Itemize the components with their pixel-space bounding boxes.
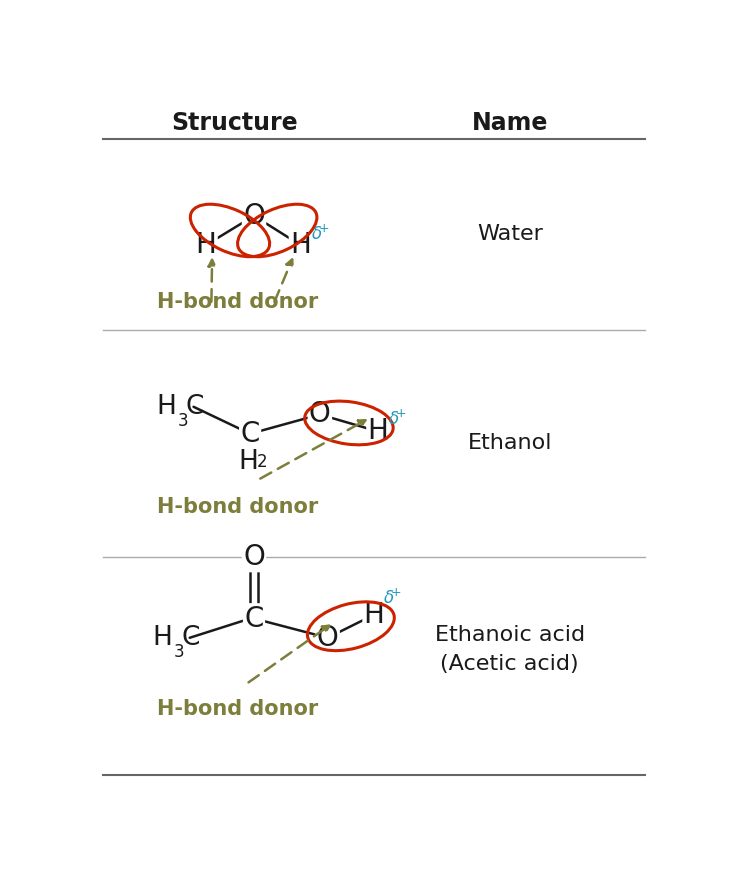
Text: O: O: [243, 202, 265, 230]
Text: Structure: Structure: [172, 111, 298, 136]
Text: H: H: [157, 394, 177, 419]
Text: H-bond donor: H-bond donor: [157, 497, 318, 517]
Text: Ethanol: Ethanol: [467, 433, 552, 453]
Text: C: C: [181, 625, 199, 651]
Text: Name: Name: [472, 111, 548, 136]
Text: O: O: [309, 401, 331, 428]
Text: 2: 2: [257, 453, 268, 471]
Text: H: H: [364, 601, 385, 629]
Text: O: O: [317, 624, 339, 652]
Text: H: H: [196, 231, 216, 259]
Text: δ: δ: [383, 589, 393, 607]
Text: +: +: [396, 407, 407, 420]
Text: δ: δ: [389, 411, 399, 428]
Text: O: O: [243, 543, 265, 571]
Text: δ: δ: [312, 226, 321, 243]
Text: H-bond donor: H-bond donor: [157, 699, 318, 719]
Text: H: H: [368, 418, 388, 446]
Text: +: +: [391, 586, 401, 599]
Text: C: C: [245, 604, 264, 633]
Text: H: H: [153, 625, 172, 651]
Text: H: H: [239, 449, 258, 475]
Text: H: H: [290, 231, 311, 259]
Text: Water: Water: [477, 225, 542, 244]
Text: +: +: [318, 222, 329, 235]
Text: 3: 3: [178, 412, 188, 430]
Text: Ethanoic acid
(Acetic acid): Ethanoic acid (Acetic acid): [434, 625, 585, 674]
Text: C: C: [240, 419, 260, 448]
Text: 3: 3: [174, 643, 185, 661]
Text: H-bond donor: H-bond donor: [157, 292, 318, 312]
Text: C: C: [185, 394, 204, 419]
